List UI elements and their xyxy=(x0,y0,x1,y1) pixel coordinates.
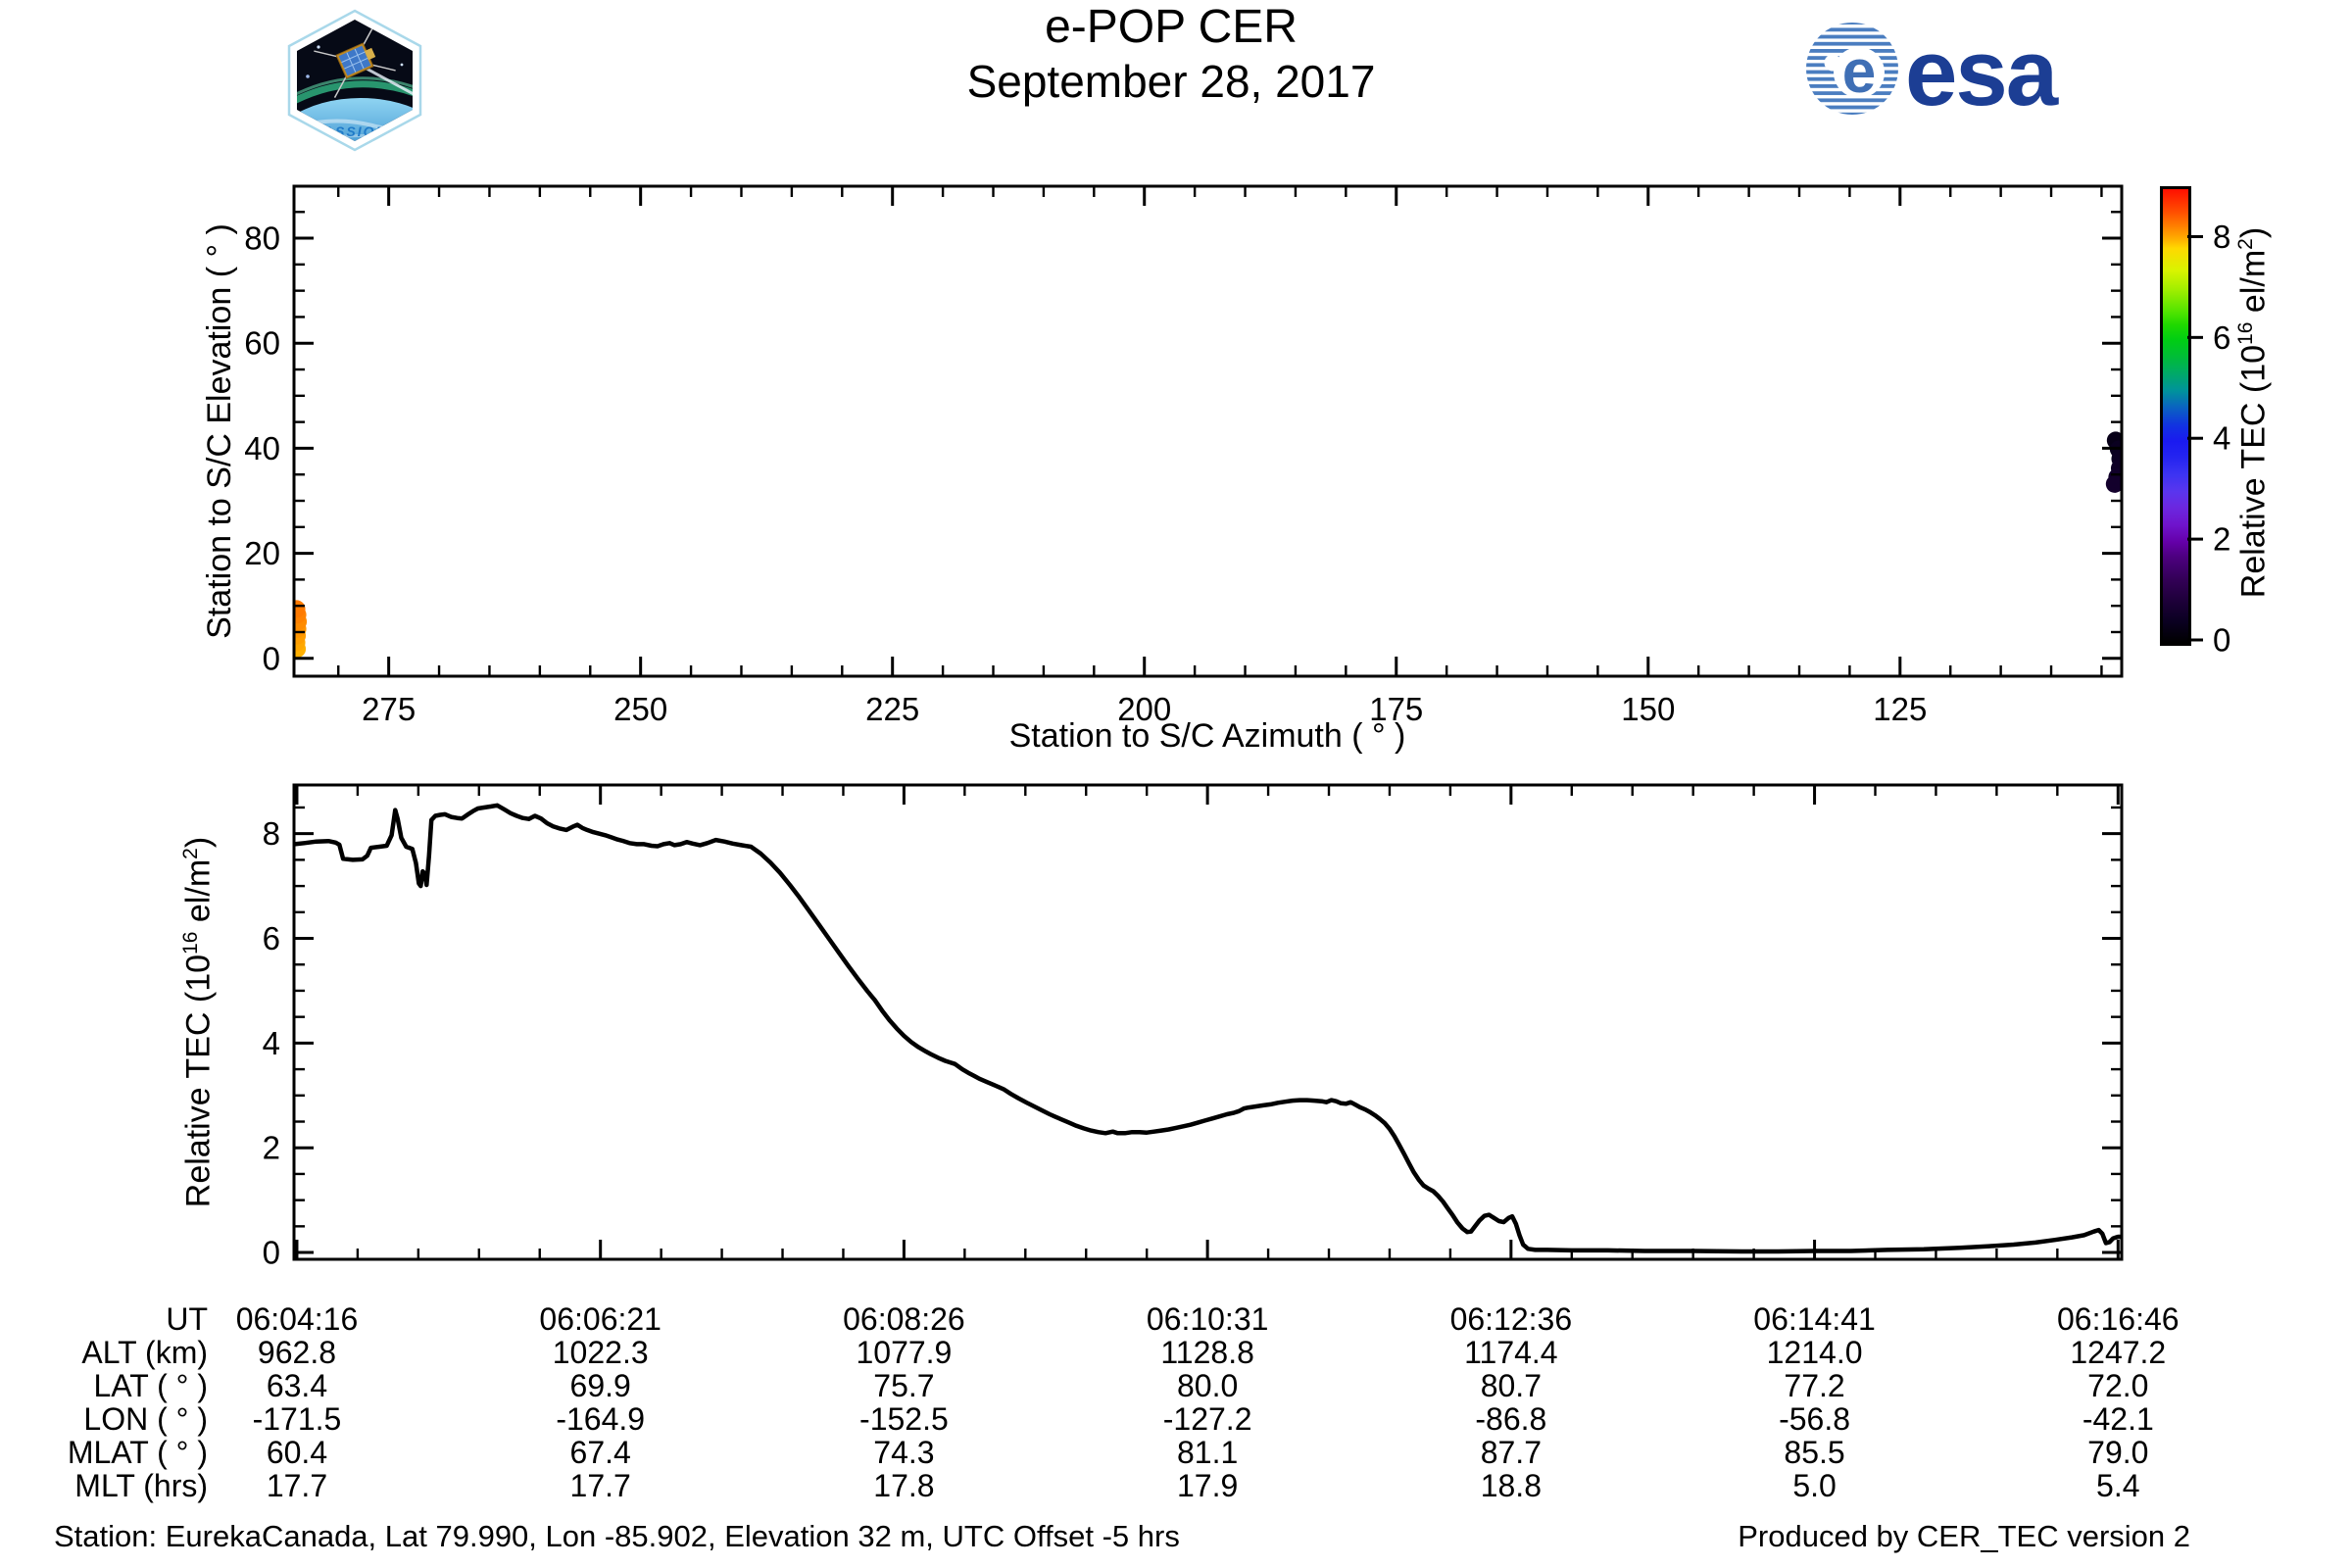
elevation-azimuth-plot: 275 250 225 200 175 150 125 0 20 40 60 80 xyxy=(244,184,2124,727)
table-cell: 85.5 xyxy=(1784,1435,1845,1470)
table-cell: 80.0 xyxy=(1176,1368,1239,1403)
y-tick-label: 0 xyxy=(263,640,280,676)
table-cell: 69.9 xyxy=(569,1368,631,1403)
x-tick-label: 200 xyxy=(1117,691,1171,727)
table-cell: -152.5 xyxy=(859,1401,949,1437)
table-cell: 18.8 xyxy=(1480,1468,1542,1503)
table-row-label: LON ( ° ) xyxy=(83,1401,208,1437)
y-tick-label: 40 xyxy=(244,430,280,466)
table-cell: 17.8 xyxy=(873,1468,935,1503)
table-row-label: MLT (hrs) xyxy=(74,1468,208,1503)
table-row-label: MLAT ( ° ) xyxy=(67,1435,208,1470)
top-plot-xlabel: Station to S/C Azimuth ( ° ) xyxy=(1008,717,1406,755)
table-cell: 17.7 xyxy=(266,1468,328,1503)
table-cell: 962.8 xyxy=(257,1335,336,1370)
esa-globe-e-letter: e xyxy=(1842,38,1876,106)
y-tick-label: 20 xyxy=(244,535,280,571)
table-cell: -171.5 xyxy=(252,1401,342,1437)
table-cell: 5.0 xyxy=(1792,1468,1837,1503)
table-cell: 81.1 xyxy=(1176,1435,1239,1470)
x-tick-label: 225 xyxy=(865,691,919,727)
table-cell: 74.3 xyxy=(873,1435,935,1470)
y-tick-label: 80 xyxy=(244,220,280,257)
colorbar-tick-label: 8 xyxy=(2213,219,2230,255)
y-tick-label: 2 xyxy=(263,1130,280,1166)
x-tick-label: 175 xyxy=(1369,691,1423,727)
esa-globe-e-gap xyxy=(1834,47,1885,98)
table-cell: 87.7 xyxy=(1480,1435,1542,1470)
table-cell: 1247.2 xyxy=(2070,1335,2167,1370)
table-cell: 06:04:16 xyxy=(235,1301,359,1337)
table-cell: 77.2 xyxy=(1784,1368,1845,1403)
table-cell: 17.9 xyxy=(1176,1468,1239,1503)
table-cell: 06:08:26 xyxy=(843,1301,965,1337)
x-tick-label: 150 xyxy=(1621,691,1675,727)
x-tick-label: 125 xyxy=(1873,691,1927,727)
table-cell: -42.1 xyxy=(2082,1401,2154,1437)
station-info: Station: EurekaCanada, Lat 79.990, Lon -… xyxy=(54,1519,1180,1553)
y-tick-label: 8 xyxy=(263,815,280,852)
table-cell: -127.2 xyxy=(1162,1401,1252,1437)
page-title: e-POP CER xyxy=(1045,1,1298,53)
y-tick-label: 60 xyxy=(244,325,280,362)
title-block: e-POP CER September 28, 2017 xyxy=(779,0,1563,108)
tec-curve xyxy=(294,803,2122,1254)
table-cell: 06:06:21 xyxy=(539,1301,662,1337)
table-cell: 1174.4 xyxy=(1464,1335,1558,1370)
esa-logo-icon: e esa xyxy=(1806,21,2061,123)
cassiope-mission-logo-icon: CASSIOPE xyxy=(287,9,422,152)
table-cell: 1022.3 xyxy=(552,1335,649,1370)
table-cell: 79.0 xyxy=(2087,1435,2149,1470)
table-cell: 06:10:31 xyxy=(1146,1301,1269,1337)
table-row-label: ALT (km) xyxy=(81,1335,208,1370)
scatter-layer xyxy=(294,431,2122,659)
table-cell: 06:12:36 xyxy=(1449,1301,1573,1337)
table-cell: -164.9 xyxy=(556,1401,646,1437)
table-cell: 80.7 xyxy=(1480,1368,1542,1403)
colorbar-tick-label: 0 xyxy=(2213,622,2230,658)
tec-scatter-point xyxy=(294,600,306,618)
table-cell: 75.7 xyxy=(873,1368,935,1403)
colorbar-tick-label: 4 xyxy=(2213,420,2230,457)
table-cell: 60.4 xyxy=(266,1435,328,1470)
tec-scatter-point xyxy=(2105,474,2122,493)
y-tick-label: 0 xyxy=(263,1235,280,1271)
table-row-label: UT xyxy=(166,1301,208,1337)
table-cell: 1214.0 xyxy=(1766,1335,1863,1370)
table-cell: -86.8 xyxy=(1475,1401,1547,1437)
tec-time-plot: 0 2 4 6 8 xyxy=(263,783,2124,1271)
satellite-icon xyxy=(314,24,413,100)
colorbar-tick-label: 6 xyxy=(2213,319,2230,356)
y-tick-label: 6 xyxy=(263,920,280,956)
table-cell: 1128.8 xyxy=(1160,1335,1254,1370)
y-tick-label: 4 xyxy=(263,1025,280,1061)
table-cell: -56.8 xyxy=(1779,1401,1851,1437)
esa-wordmark: esa xyxy=(1905,21,2059,123)
x-tick-label: 250 xyxy=(613,691,667,727)
table-cell: 06:16:46 xyxy=(2057,1301,2180,1337)
table-cell: 63.4 xyxy=(266,1368,328,1403)
page-subtitle: September 28, 2017 xyxy=(966,56,1376,107)
tec-colorbar-axis: 0 2 4 6 8 xyxy=(2187,219,2230,658)
table-cell: 5.4 xyxy=(2096,1468,2140,1503)
top-plot-frame xyxy=(292,184,2124,678)
tec-colorbar xyxy=(2160,186,2191,646)
table-cell: 17.7 xyxy=(569,1468,631,1503)
table-cell: 06:14:41 xyxy=(1753,1301,1876,1337)
table-cell: 1077.9 xyxy=(856,1335,953,1370)
table-row-label: LAT ( ° ) xyxy=(93,1368,208,1403)
producer-info: Produced by CER_TEC version 2 xyxy=(1738,1519,2190,1553)
x-tick-label: 275 xyxy=(362,691,416,727)
colorbar-tick-label: 2 xyxy=(2213,521,2230,558)
table-cell: 72.0 xyxy=(2087,1368,2149,1403)
table-cell: 67.4 xyxy=(569,1435,631,1470)
